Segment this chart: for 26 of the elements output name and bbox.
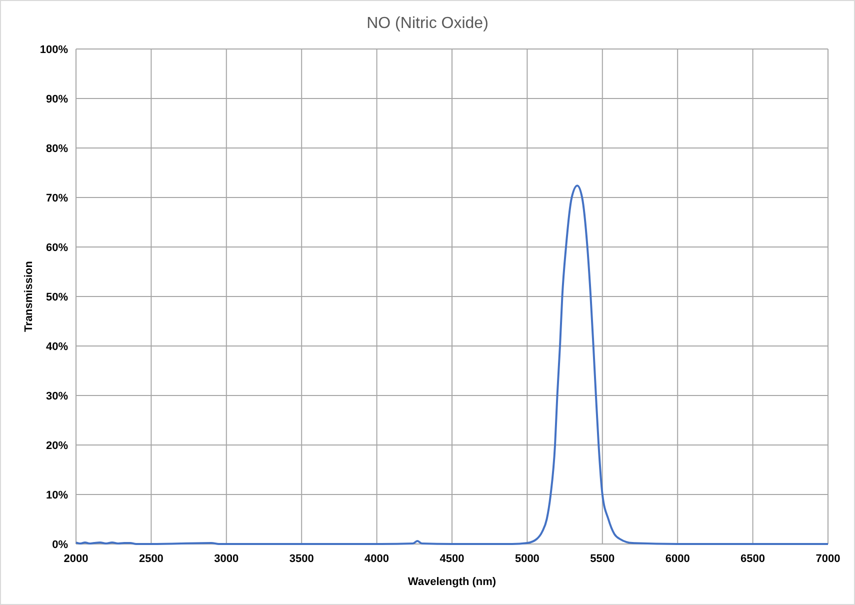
y-axis-title: Transmission bbox=[23, 260, 35, 332]
line-series bbox=[75, 184, 829, 545]
x-tick-label: 6500 bbox=[740, 553, 766, 565]
x-tick-label: 4500 bbox=[440, 553, 464, 565]
y-tick-label: 20% bbox=[46, 440, 68, 452]
y-tick-label: 90% bbox=[46, 94, 68, 106]
chart-title: NO (Nitric Oxide) bbox=[366, 15, 488, 32]
y-tick-label: 10% bbox=[46, 490, 68, 502]
y-tick-label: 30% bbox=[46, 390, 68, 402]
x-tick-label: 7000 bbox=[816, 553, 840, 565]
y-tick-label: 70% bbox=[46, 192, 68, 204]
y-tick-label: 80% bbox=[46, 143, 68, 155]
x-tick-label: 6000 bbox=[665, 553, 690, 565]
y-tick-label: 40% bbox=[46, 341, 68, 353]
x-tick-label: 4000 bbox=[364, 553, 390, 565]
y-tick-label: 50% bbox=[46, 292, 68, 304]
x-tick-label: 3500 bbox=[289, 553, 314, 565]
x-tick-label: 5500 bbox=[590, 553, 615, 565]
x-axis-title: Wavelength (nm) bbox=[408, 576, 496, 588]
y-tick-label: 100% bbox=[40, 44, 68, 56]
x-tick-label: 2500 bbox=[138, 553, 164, 565]
x-tick-label: 2000 bbox=[64, 553, 88, 565]
y-tick-label: 0% bbox=[52, 539, 68, 551]
x-tick-label: 3000 bbox=[214, 553, 239, 565]
x-tick-label: 5000 bbox=[514, 553, 540, 565]
y-tick-label: 60% bbox=[46, 242, 68, 254]
